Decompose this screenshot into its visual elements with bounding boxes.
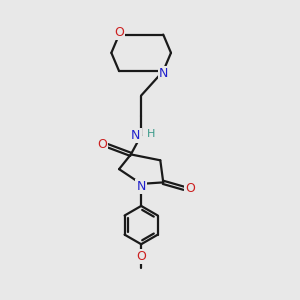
Text: O: O xyxy=(97,138,107,151)
Text: N: N xyxy=(136,180,146,193)
Text: O: O xyxy=(185,182,195,195)
Text: N: N xyxy=(131,129,141,142)
Text: O: O xyxy=(114,26,124,39)
Text: N: N xyxy=(159,67,169,80)
Text: O: O xyxy=(136,250,146,263)
Text: H: H xyxy=(146,129,155,139)
